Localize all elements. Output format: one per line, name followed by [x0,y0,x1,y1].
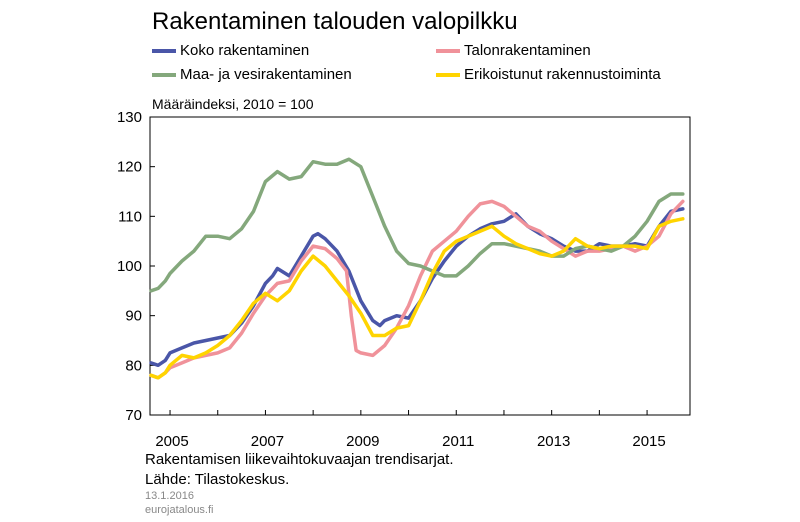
series-line-1 [149,199,685,380]
x-tick-label: 2009 [346,433,379,450]
y-tick-label: 130 [117,109,142,126]
legend-item-maa-vesi: Maa- ja vesirakentaminen [152,66,352,83]
x-tick-label: 2013 [537,433,570,450]
legend-swatch-koko [152,48,176,53]
publish-date: 13.1.2016 [145,490,194,502]
legend-swatch-erikoistunut [436,72,460,77]
series-line-2 [149,157,685,293]
x-tick-label: 2005 [155,433,188,450]
y-axis-unit-label: Määräindeksi, 2010 = 100 [152,96,314,112]
chart-title: Rakentaminen talouden valopilkku [152,8,518,35]
y-tick-label: 120 [117,159,142,176]
legend-label-erikoistunut: Erikoistunut rakennustoiminta [464,66,661,83]
footnote-series: Rakentamisen liikevaihtokuvaajan trendis… [145,451,454,468]
legend-swatch-talonrakentaminen [436,48,460,53]
legend-item-koko: Koko rakentaminen [152,42,309,59]
y-tick-label: 70 [125,407,142,424]
legend-item-talonrakentaminen: Talonrakentaminen [436,42,591,59]
y-tick-label: 110 [118,208,142,225]
y-tick-label: 80 [125,357,142,374]
x-tick-label: 2011 [442,433,474,450]
x-tick-label: 2007 [251,433,284,450]
y-tick-label: 90 [125,308,142,325]
y-tick-label: 100 [117,258,142,275]
chart-legend: Koko rakentaminen Talonrakentaminen Maa-… [152,42,712,90]
legend-swatch-maa-vesi [152,72,176,77]
site-name: eurojatalous.fi [145,504,214,516]
legend-label-talonrakentaminen: Talonrakentaminen [464,42,591,59]
legend-label-maa-vesi: Maa- ja vesirakentaminen [180,66,352,83]
x-tick-label: 2015 [632,433,665,450]
legend-label-koko: Koko rakentaminen [180,42,310,59]
series-line-3 [149,217,685,380]
legend-item-erikoistunut: Erikoistunut rakennustoiminta [436,66,661,83]
footnote-source: Lähde: Tilastokeskus. [145,471,290,488]
